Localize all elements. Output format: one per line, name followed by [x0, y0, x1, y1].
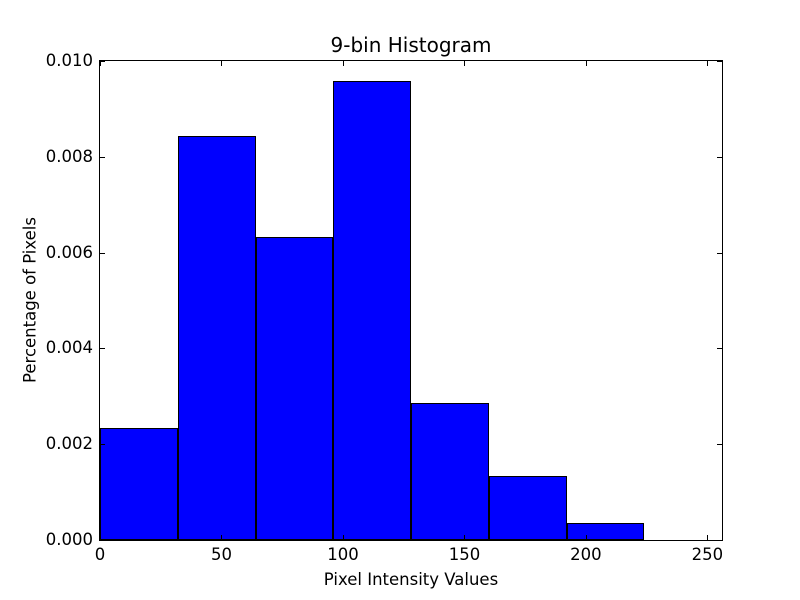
x-tick-mark	[464, 535, 465, 540]
histogram-bar	[488, 475, 567, 540]
x-tick-mark	[464, 61, 465, 66]
x-tick-mark	[586, 535, 587, 540]
histogram-bar	[255, 236, 334, 540]
y-tick-mark	[100, 61, 105, 62]
y-tick-mark	[717, 157, 722, 158]
y-tick-label: 0.008	[45, 146, 93, 166]
x-tick-mark	[707, 61, 708, 66]
x-tick-label: 150	[448, 545, 481, 564]
x-tick-mark	[100, 61, 101, 66]
histogram-bar	[566, 523, 645, 540]
x-tick-mark	[343, 535, 344, 540]
x-tick-mark	[343, 61, 344, 66]
y-tick-mark	[717, 540, 722, 541]
y-tick-mark	[717, 348, 722, 349]
y-tick-label: 0.010	[45, 51, 93, 70]
y-axis-label: Percentage of Pixels	[20, 217, 40, 383]
plot-area	[99, 60, 723, 541]
histogram-bar	[100, 427, 178, 540]
x-axis-label: Pixel Intensity Values	[323, 570, 499, 589]
chart-title: 9-bin Histogram	[330, 33, 492, 57]
histogram-bar	[411, 403, 489, 540]
x-tick-label: 100	[327, 545, 359, 564]
x-tick-mark	[707, 535, 708, 540]
y-tick-mark	[100, 348, 105, 349]
y-tick-mark	[717, 61, 722, 62]
x-tick-label: 250	[691, 545, 724, 564]
y-tick-label: 0.002	[45, 434, 93, 454]
y-tick-mark	[717, 253, 722, 254]
y-tick-label: 0.000	[45, 530, 93, 549]
histogram-bar	[177, 136, 256, 540]
y-tick-mark	[100, 253, 105, 254]
x-tick-label: 200	[570, 545, 602, 564]
x-tick-label: 50	[211, 545, 232, 564]
y-tick-label: 0.006	[45, 242, 93, 262]
y-tick-mark	[100, 444, 105, 445]
y-tick-mark	[100, 540, 105, 541]
y-tick-label: 0.004	[45, 338, 93, 358]
x-tick-mark	[221, 535, 222, 540]
histogram-bar	[333, 81, 411, 540]
x-tick-mark	[586, 61, 587, 66]
x-tick-mark	[100, 535, 101, 540]
x-tick-mark	[221, 61, 222, 66]
y-tick-mark	[100, 157, 105, 158]
y-tick-mark	[717, 444, 722, 445]
x-tick-label: 0	[94, 545, 106, 564]
